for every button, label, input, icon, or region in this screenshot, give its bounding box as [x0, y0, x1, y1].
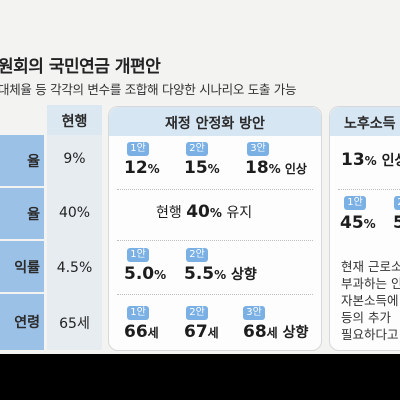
income-note-line: 필요하다고 — [341, 327, 399, 342]
row-label-cell: 율 — [0, 135, 44, 188]
page-title: 원회의 국민연금 개편안 — [0, 57, 161, 77]
current-column — [47, 135, 102, 350]
row-label: 율 — [27, 206, 40, 223]
income-value: 45% — [340, 213, 376, 233]
row-label-cell: 연령 — [0, 294, 44, 352]
income-note-line: 등의 추가 — [341, 310, 391, 325]
income-panel: 노후소득 — [329, 106, 400, 351]
row-divider — [117, 189, 313, 190]
stability-value: 현행 40% 유지 — [156, 202, 253, 222]
option-tag: 3안 — [247, 142, 269, 156]
income-note-line: 자본소득에 — [341, 293, 399, 308]
option-tag: 2안 — [394, 196, 400, 210]
row-label: 익률 — [14, 259, 40, 276]
option-tag: 1안 — [127, 248, 149, 262]
option-tag: 2안 — [186, 142, 208, 156]
current-value: 4.5% — [56, 260, 93, 276]
option-tag: 1안 — [127, 306, 149, 320]
option-tag: 3안 — [243, 306, 265, 320]
option-tag: 2안 — [186, 248, 208, 262]
infographic-page: 원회의 국민연금 개편안 대체율 등 각각의 변수를 조합해 다양한 시나리오 … — [0, 0, 400, 354]
stability-panel-title: 재정 안정화 방안 — [165, 116, 265, 132]
option-tag: 2안 — [186, 306, 208, 320]
stability-value: 66세 — [124, 322, 159, 342]
current-column-header: 현행 — [47, 105, 102, 135]
row-divider — [338, 189, 400, 190]
row-divider — [117, 240, 313, 241]
stability-value: 18% 인상 — [245, 158, 307, 178]
current-value: 40% — [58, 205, 91, 221]
stability-value: 12% — [124, 158, 160, 178]
income-value: 5 — [393, 213, 400, 233]
stability-value: 67세 — [184, 322, 219, 342]
row-label-cell: 익률 — [0, 241, 44, 294]
current-value: 65세 — [59, 316, 90, 332]
page-subtitle: 대체율 등 각각의 변수를 조합해 다양한 시나리오 도출 가능 — [0, 82, 297, 97]
row-label-cell: 율 — [0, 188, 44, 241]
stability-value: 68세 상향 — [243, 322, 309, 342]
income-panel-title: 노후소득 — [344, 116, 396, 132]
bottom-black-bar — [0, 354, 400, 400]
stability-value: 5.0% — [124, 264, 167, 284]
row-label: 율 — [27, 153, 40, 170]
option-tag: 1안 — [127, 142, 149, 156]
option-tag: 1안 — [344, 196, 366, 210]
income-value: 13% 인상 — [341, 150, 400, 170]
stability-panel-header: 재정 안정화 방안 — [109, 107, 321, 136]
stability-value: 15% — [184, 158, 220, 178]
current-value: 9% — [63, 151, 86, 167]
stability-value: 5.5% 상향 — [184, 264, 257, 284]
row-label: 연령 — [14, 315, 40, 331]
current-column-title: 현행 — [61, 114, 88, 130]
income-note-line: 부과하는 인 — [341, 276, 400, 291]
row-divider — [117, 294, 313, 295]
income-panel-header: 노후소득 — [330, 107, 400, 136]
income-note-line: 현재 근로소 — [341, 259, 400, 274]
